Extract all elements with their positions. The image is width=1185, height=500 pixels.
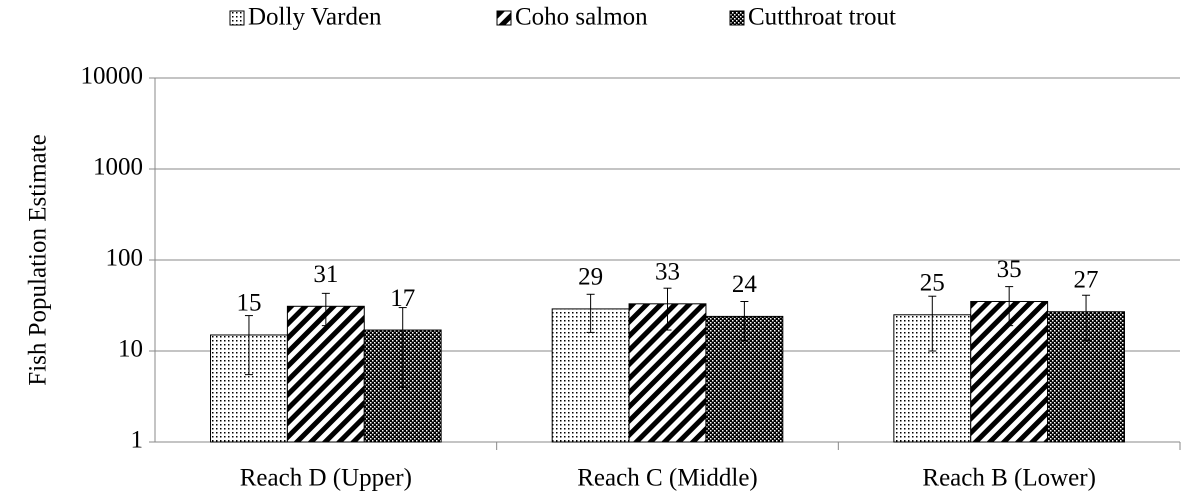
legend-label: Cutthroat trout <box>748 4 896 31</box>
legend-swatch <box>729 10 745 26</box>
legend-label: Coho salmon <box>515 4 648 31</box>
y-tick-label: 1000 <box>93 154 143 181</box>
data-label: 31 <box>313 261 338 288</box>
y-tick-label: 1 <box>131 427 144 454</box>
bar <box>286 305 365 443</box>
data-label: 24 <box>732 271 758 298</box>
data-label: 17 <box>390 285 415 312</box>
x-tick-label: Reach C (Middle) <box>577 465 758 492</box>
y-tick-label: 100 <box>106 245 144 272</box>
legend-swatch <box>496 10 512 26</box>
x-tick-label: Reach D (Upper) <box>240 465 412 492</box>
y-tick-label: 10 <box>118 336 143 363</box>
data-label: 27 <box>1074 266 1099 293</box>
y-axis-label: Fish Population Estimate <box>25 134 52 385</box>
x-tick-label: Reach B (Lower) <box>922 465 1096 492</box>
legend-label: Dolly Varden <box>248 4 382 31</box>
data-label: 25 <box>920 270 945 297</box>
y-tick-label: 10000 <box>81 63 144 90</box>
data-label: 29 <box>578 264 603 291</box>
data-label: 15 <box>236 290 261 317</box>
legend-swatch <box>229 10 245 26</box>
data-label: 35 <box>997 256 1022 283</box>
data-label: 33 <box>655 259 680 286</box>
